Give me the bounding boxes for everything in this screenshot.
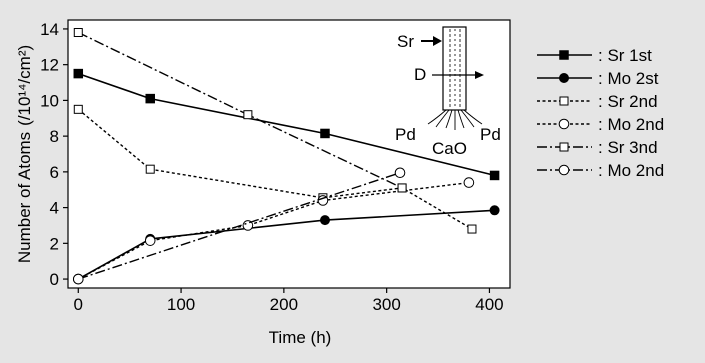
inset-label-sr: Sr — [397, 32, 414, 51]
y-tick-label: 10 — [40, 91, 59, 110]
series-group — [73, 68, 500, 181]
x-axis-label: Time (h) — [269, 328, 332, 347]
data-point — [145, 164, 155, 174]
legend-label: : Mo 2st — [598, 69, 659, 88]
series-group — [73, 28, 407, 193]
y-tick-label: 6 — [50, 163, 59, 182]
x-tick-label: 200 — [270, 295, 298, 314]
y-tick-label: 0 — [50, 270, 59, 289]
data-point — [559, 142, 569, 152]
data-point — [72, 273, 84, 285]
x-tick-label: 400 — [475, 295, 503, 314]
y-tick-label: 12 — [40, 56, 59, 75]
series-group — [72, 167, 406, 285]
y-tick-label: 4 — [50, 199, 59, 218]
data-point — [144, 235, 156, 246]
data-point — [559, 50, 569, 60]
arrow-right-icon — [433, 36, 442, 46]
series-line — [78, 72, 495, 177]
data-point — [559, 96, 569, 106]
data-point — [558, 118, 570, 130]
legend-label: : Sr 3nd — [598, 138, 658, 157]
data-point — [319, 215, 330, 226]
data-point — [467, 224, 477, 234]
series-line — [78, 172, 401, 280]
data-point — [243, 110, 253, 120]
data-point — [397, 183, 407, 193]
data-point — [145, 93, 155, 104]
data-point — [463, 177, 475, 188]
arrow-right-icon — [475, 71, 484, 79]
legend-label: : Mo 2nd — [598, 161, 664, 180]
inset-rod — [442, 26, 467, 111]
legend-label: : Sr 2nd — [598, 92, 658, 111]
y-tick-label: 14 — [40, 20, 59, 39]
inset-label-d: D — [414, 65, 426, 84]
data-point — [394, 167, 406, 179]
data-point — [320, 128, 330, 139]
series-line — [77, 108, 473, 230]
data-point — [489, 170, 500, 181]
x-tick-label: 0 — [74, 295, 83, 314]
x-tick-label: 100 — [167, 295, 195, 314]
y-tick-label: 8 — [50, 127, 59, 146]
legend: : Sr 1st : Mo 2st : Sr 2nd : Mo 2nd : Sr 3nd… — [537, 46, 664, 180]
data-point — [73, 68, 84, 79]
data-point — [489, 205, 500, 216]
series-line — [77, 181, 469, 280]
series-layer — [72, 28, 500, 285]
inset-schematic: Sr D Pd CaO Pd — [395, 26, 501, 158]
series-line — [77, 209, 495, 280]
data-point — [242, 220, 254, 231]
data-point — [559, 73, 569, 83]
legend-label: : Mo 2nd — [598, 115, 664, 134]
inset-label-cao: CaO — [432, 139, 467, 158]
y-tick-label: 2 — [50, 234, 59, 253]
data-point — [73, 104, 83, 114]
y-axis-label: Number of Atoms(/10¹⁴/cm²) — [15, 45, 34, 263]
data-point — [558, 164, 570, 176]
x-tick-label: 300 — [372, 295, 400, 314]
plot-frame — [67, 19, 511, 289]
inset-wires — [427, 109, 483, 130]
legend-label: : Sr 1st — [598, 46, 652, 65]
data-point — [73, 28, 83, 38]
inset-label-pd-left: Pd — [395, 125, 416, 144]
axes-layer: 0 100 200 300 400 0 2 4 6 8 10 12 14 — [40, 19, 511, 314]
inset-label-pd-right: Pd — [480, 125, 501, 144]
